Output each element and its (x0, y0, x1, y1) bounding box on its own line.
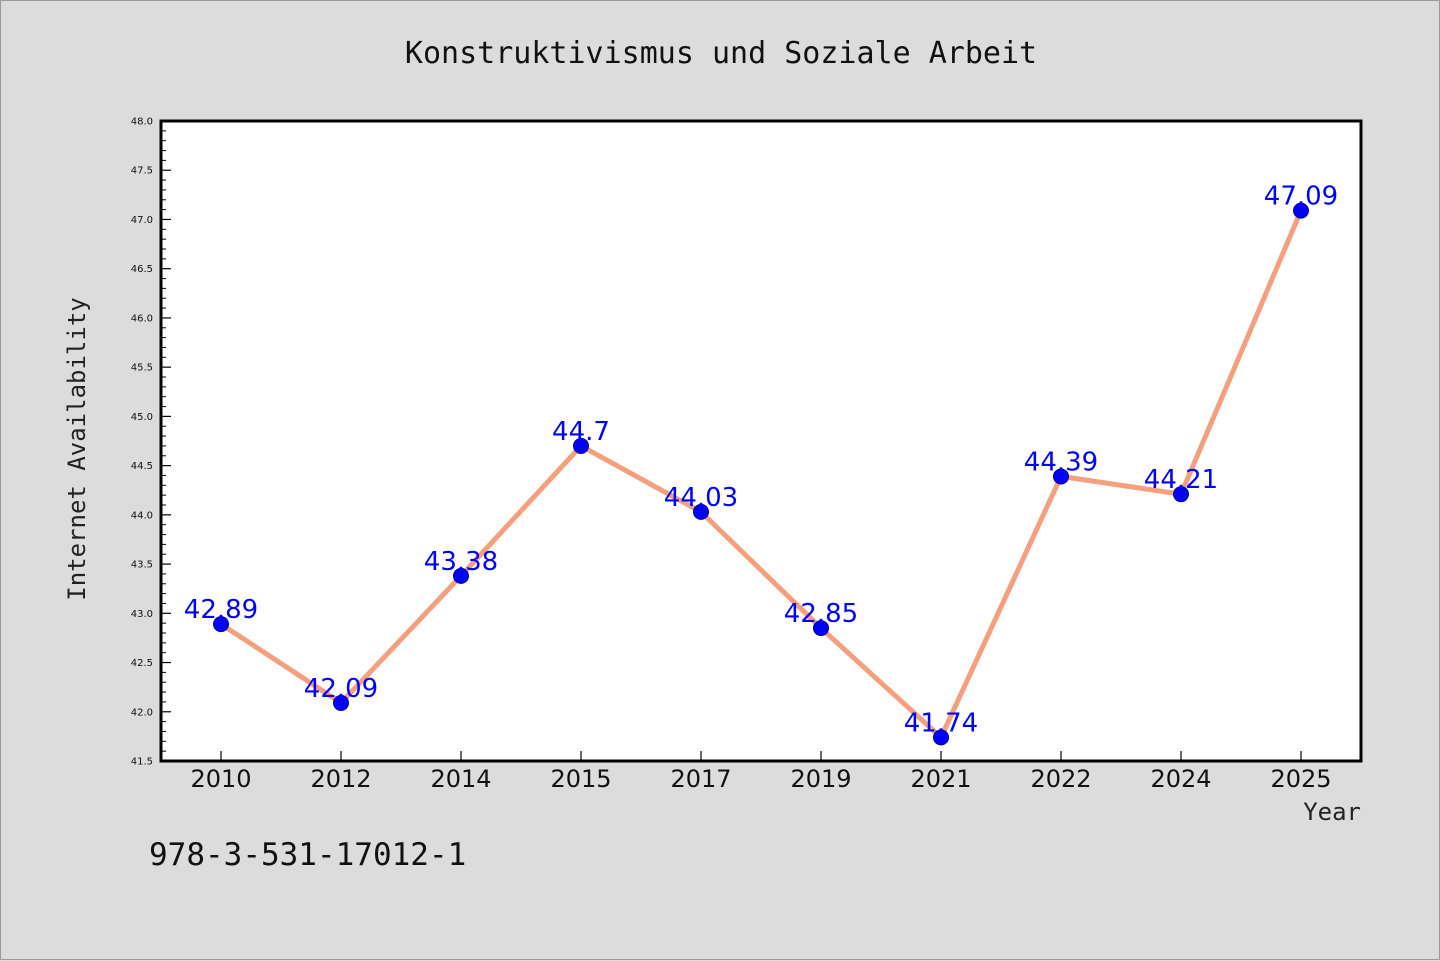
y-tick-label: 46.5 (131, 264, 153, 275)
chart-title: Konstruktivismus und Soziale Arbeit (405, 36, 1037, 71)
data-labels: 42.89 42.09 43.38 44.7 44.03 42.85 41.74 44.39 4… (184, 182, 1338, 739)
data-point-label: 42.09 (304, 674, 378, 704)
data-point-label: 41.74 (904, 708, 978, 738)
data-point-marker (573, 437, 589, 454)
x-tick-label: 2010 (190, 765, 251, 793)
y-tick-label: 46.0 (131, 313, 153, 324)
data-point-label: 42.89 (184, 595, 258, 625)
y-tick-label: 47.5 (131, 166, 153, 177)
data-point-label: 44.39 (1024, 447, 1098, 477)
data-point-marker (1173, 486, 1189, 503)
data-point-label: 44.7 (552, 417, 610, 447)
x-tick-label: 2022 (1030, 765, 1091, 793)
x-tick-label: 2021 (910, 765, 971, 793)
series-line (219, 209, 1304, 740)
y-tick-label: 44.0 (131, 510, 153, 521)
data-point-label: 44.21 (1144, 465, 1218, 495)
plot-frame (159, 119, 1363, 763)
isbn-text: 978-3-531-17012-1 (149, 837, 466, 873)
data-point-label: 44.03 (664, 483, 738, 513)
data-markers (213, 202, 1309, 746)
y-tick-label: 44.5 (131, 461, 153, 472)
y-tick-label: 47.0 (131, 215, 153, 226)
y-axis-title: Internet Availability (63, 297, 91, 600)
y-tick-label: 41.5 (131, 757, 153, 768)
x-tick-label: 2024 (1150, 765, 1211, 793)
y-tick-label: 43.0 (131, 609, 153, 620)
x-tick-label: 2015 (550, 765, 611, 793)
x-axis-ticks: 2010 2012 2014 2015 2017 2019 2021 2022 2024 2025 (190, 751, 1332, 793)
data-point-label: 42.85 (784, 599, 858, 629)
data-point-marker (1053, 468, 1069, 485)
x-tick-label: 2017 (670, 765, 731, 793)
data-point-marker (1293, 202, 1309, 219)
data-point-marker (933, 729, 949, 746)
data-point-marker (813, 620, 829, 637)
y-tick-label: 45.5 (131, 363, 153, 374)
y-tick-label: 42.0 (131, 707, 153, 718)
y-tick-label: 45.0 (131, 412, 153, 423)
y-tick-label: 43.5 (131, 560, 153, 571)
data-point-marker (213, 616, 229, 633)
data-point-marker (333, 694, 349, 711)
y-tick-label: 42.5 (131, 658, 153, 669)
x-tick-label: 2019 (790, 765, 851, 793)
x-tick-label: 2014 (430, 765, 491, 793)
y-tick-label: 48.0 (131, 117, 153, 128)
x-tick-label: 2025 (1270, 765, 1331, 793)
data-point-label: 47.09 (1264, 182, 1338, 212)
x-tick-label: 2012 (310, 765, 371, 793)
plot-area (161, 121, 1361, 761)
data-point-marker (693, 503, 709, 520)
x-axis-title: Year (1303, 798, 1361, 826)
data-point-label: 43.38 (424, 547, 498, 577)
data-point-marker (453, 567, 469, 584)
